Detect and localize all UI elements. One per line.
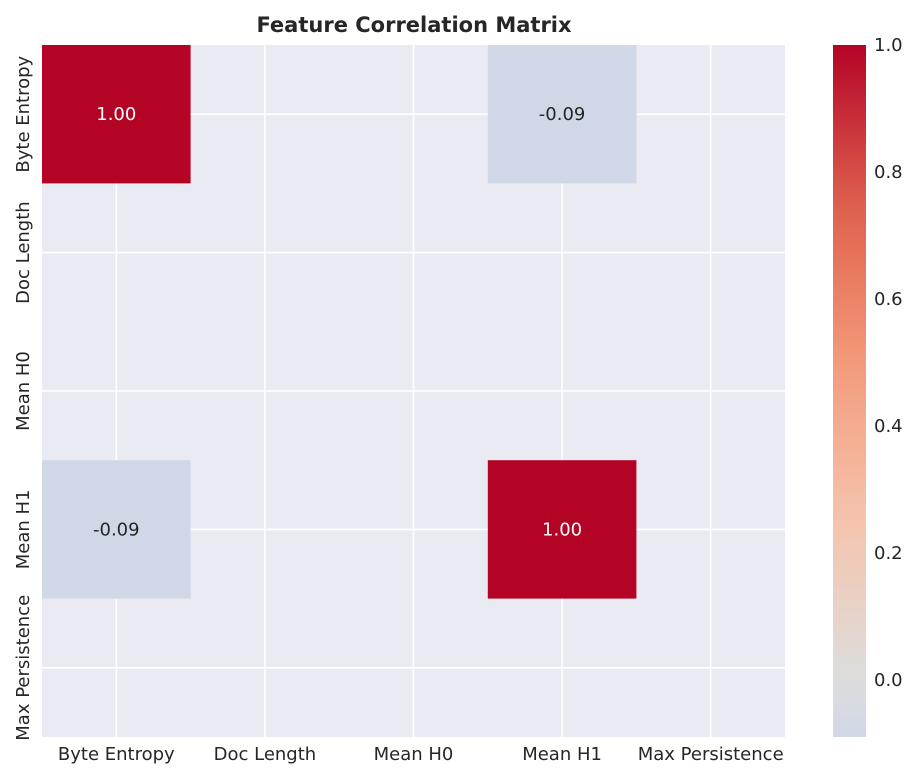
x-tick-label: Max Persistence	[638, 744, 784, 765]
x-tick-label: Mean H1	[522, 744, 602, 765]
colorbar-tick-label: 0.6	[874, 289, 903, 310]
colorbar-tick-label: 0.8	[874, 162, 903, 183]
y-tick-label: Max Persistence	[13, 595, 34, 741]
x-tick-label: Mean H0	[374, 744, 454, 765]
y-tick-label: Doc Length	[13, 201, 34, 304]
colorbar-tick-label: 0.4	[874, 416, 903, 437]
cell-annotation: 1.00	[96, 104, 136, 125]
heatmap-cell	[42, 460, 191, 599]
cell-annotation: 1.00	[542, 519, 582, 540]
cell-annotation: -0.09	[539, 104, 586, 125]
y-tick-label: Byte Entropy	[13, 55, 34, 172]
heatmap-cell	[487, 45, 637, 184]
x-tick-label: Byte Entropy	[58, 744, 175, 765]
cell-annotation: -0.09	[93, 519, 140, 540]
colorbar-gradient	[833, 45, 866, 737]
x-tick-label: Doc Length	[214, 744, 317, 765]
plot-area: 1.00 -0.09 -0.09 1.00 Byte Entropy Doc Length…	[13, 45, 785, 765]
heatmap-cell	[487, 460, 637, 599]
chart-title: Feature Correlation Matrix	[256, 13, 572, 37]
colorbar-tick-label: 0.2	[874, 543, 903, 564]
y-tick-label: Mean H0	[13, 351, 34, 431]
colorbar-tick-label: 1.0	[874, 35, 903, 56]
colorbar-tick-label: 0.0	[874, 670, 903, 691]
y-tick-label: Mean H1	[13, 490, 34, 570]
heatmap-cell	[42, 45, 191, 184]
colorbar: 0.0 0.2 0.4 0.6 0.8 1.0	[833, 35, 903, 737]
